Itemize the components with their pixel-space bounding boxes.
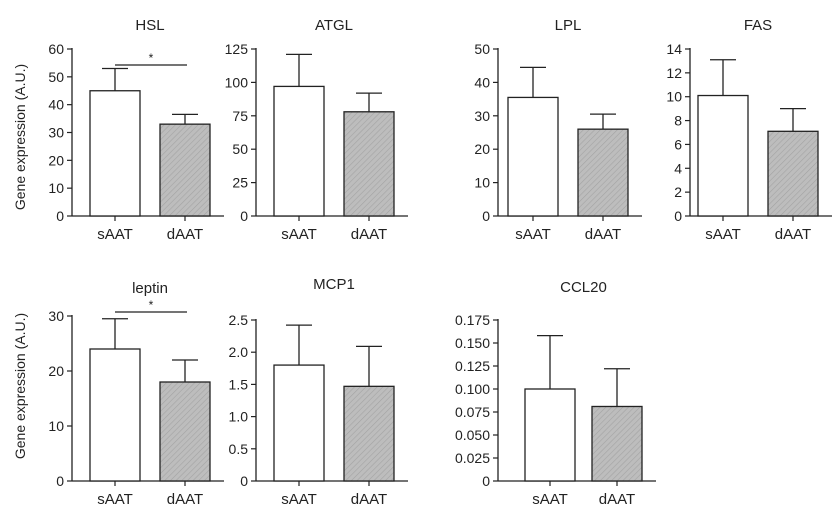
chart-title: CCL20 [560, 279, 607, 296]
chart-title: MCP1 [313, 276, 355, 293]
y-axis-label-top: Gene expression (A.U.) [12, 64, 28, 210]
bar-saat [524, 388, 576, 482]
y-tick-label: 100 [225, 74, 249, 90]
y-tick-label: 25 [232, 175, 248, 191]
chart-title: HSL [135, 17, 164, 34]
bar-daat [591, 405, 643, 482]
y-tick-label: 30 [48, 308, 64, 324]
y-tick-label: 0.050 [455, 427, 490, 443]
y-tick-label: 2.0 [229, 344, 249, 360]
y-tick-label: 75 [232, 108, 248, 124]
y-tick-label: 40 [474, 74, 490, 90]
y-tick-label: 0.5 [229, 441, 249, 457]
chart-panel-hsl: HSL 0 10 20 30 40 50 60 sAAT dAAT * [48, 17, 224, 243]
chart-panel-fas: FAS 0 2 4 6 8 10 12 14 sAAT dAAT [666, 17, 832, 243]
y-tick-label: 10 [666, 89, 682, 105]
y-tick-label: 8 [674, 113, 682, 129]
y-tick-label: 0.075 [455, 404, 490, 420]
x-tick-label: dAAT [599, 491, 635, 508]
bar-saat [89, 348, 141, 482]
y-tick-label: 50 [48, 69, 64, 85]
y-axis-label-bottom: Gene expression (A.U.) [12, 313, 28, 459]
y-tick-label: 2 [674, 184, 682, 200]
chart-title: ATGL [315, 17, 353, 34]
x-tick-label: dAAT [167, 491, 203, 508]
y-tick-label: 30 [474, 108, 490, 124]
y-tick-label: 0.175 [455, 312, 490, 328]
y-tick-label: 20 [48, 152, 64, 168]
bar-saat [273, 85, 325, 217]
chart-title: leptin [132, 280, 168, 297]
bar-daat [577, 128, 629, 217]
y-tick-label: 0 [482, 473, 490, 489]
y-tick-label: 50 [474, 41, 490, 57]
y-tick-label: 10 [48, 180, 64, 196]
x-tick-label: sAAT [97, 491, 133, 508]
bar-daat [159, 123, 211, 217]
y-tick-label: 20 [48, 363, 64, 379]
y-tick-label: 30 [48, 125, 64, 141]
x-tick-label: dAAT [775, 226, 811, 243]
y-tick-label: 4 [674, 160, 682, 176]
x-tick-label: sAAT [532, 491, 568, 508]
chart-title: FAS [744, 17, 772, 34]
x-tick-label: sAAT [515, 226, 551, 243]
x-tick-label: sAAT [281, 226, 317, 243]
x-tick-label: sAAT [97, 226, 133, 243]
y-tick-label: 40 [48, 97, 64, 113]
y-tick-label: 0.125 [455, 358, 490, 374]
x-tick-label: sAAT [705, 226, 741, 243]
bar-saat [273, 364, 325, 482]
y-tick-label: 0.100 [455, 381, 490, 397]
chart-panel-lpl: LPL 0 10 20 30 40 50 sAAT dAAT [474, 17, 642, 243]
y-tick-label: 0 [482, 208, 490, 224]
y-tick-label: 14 [666, 41, 682, 57]
y-tick-label: 0.150 [455, 335, 490, 351]
chart-panel-mcp1: MCP1 0 0.5 1.0 1.5 2.0 2.5 sAAT dAAT [229, 276, 408, 508]
bar-daat [159, 381, 211, 482]
x-tick-label: dAAT [167, 226, 203, 243]
y-tick-label: 10 [474, 175, 490, 191]
x-tick-label: sAAT [281, 491, 317, 508]
y-tick-label: 0.025 [455, 450, 490, 466]
significance-marker: * [149, 51, 154, 65]
y-tick-label: 2.5 [229, 312, 249, 328]
bar-daat [343, 385, 395, 482]
y-tick-label: 0 [56, 473, 64, 489]
y-tick-label: 125 [225, 41, 249, 57]
chart-panel-leptin: leptin 0 10 20 30 sAAT dAAT * [48, 280, 224, 508]
chart-title: LPL [555, 17, 582, 34]
x-tick-label: dAAT [351, 491, 387, 508]
bar-daat [767, 130, 819, 217]
y-tick-label: 0 [240, 208, 248, 224]
x-tick-label: dAAT [585, 226, 621, 243]
x-tick-label: dAAT [351, 226, 387, 243]
chart-panel-ccl20: CCL20 0 0.025 0.050 0.075 0.100 0.125 0.150 0.17… [455, 279, 656, 508]
y-tick-label: 12 [666, 65, 682, 81]
y-tick-label: 10 [48, 418, 64, 434]
y-tick-label: 0 [674, 208, 682, 224]
bar-daat [343, 111, 395, 217]
y-tick-label: 20 [474, 141, 490, 157]
y-tick-label: 50 [232, 141, 248, 157]
y-tick-label: 6 [674, 136, 682, 152]
bar-saat [697, 94, 749, 217]
significance-marker: * [149, 298, 154, 312]
y-tick-label: 1.5 [229, 376, 249, 392]
y-tick-label: 60 [48, 41, 64, 57]
chart-panel-atgl: ATGL 0 25 50 75 100 125 sAAT dAAT [225, 17, 408, 243]
bar-saat [89, 90, 141, 217]
bar-saat [507, 96, 559, 217]
y-tick-label: 0 [240, 473, 248, 489]
y-tick-label: 0 [56, 208, 64, 224]
y-tick-label: 1.0 [229, 409, 249, 425]
